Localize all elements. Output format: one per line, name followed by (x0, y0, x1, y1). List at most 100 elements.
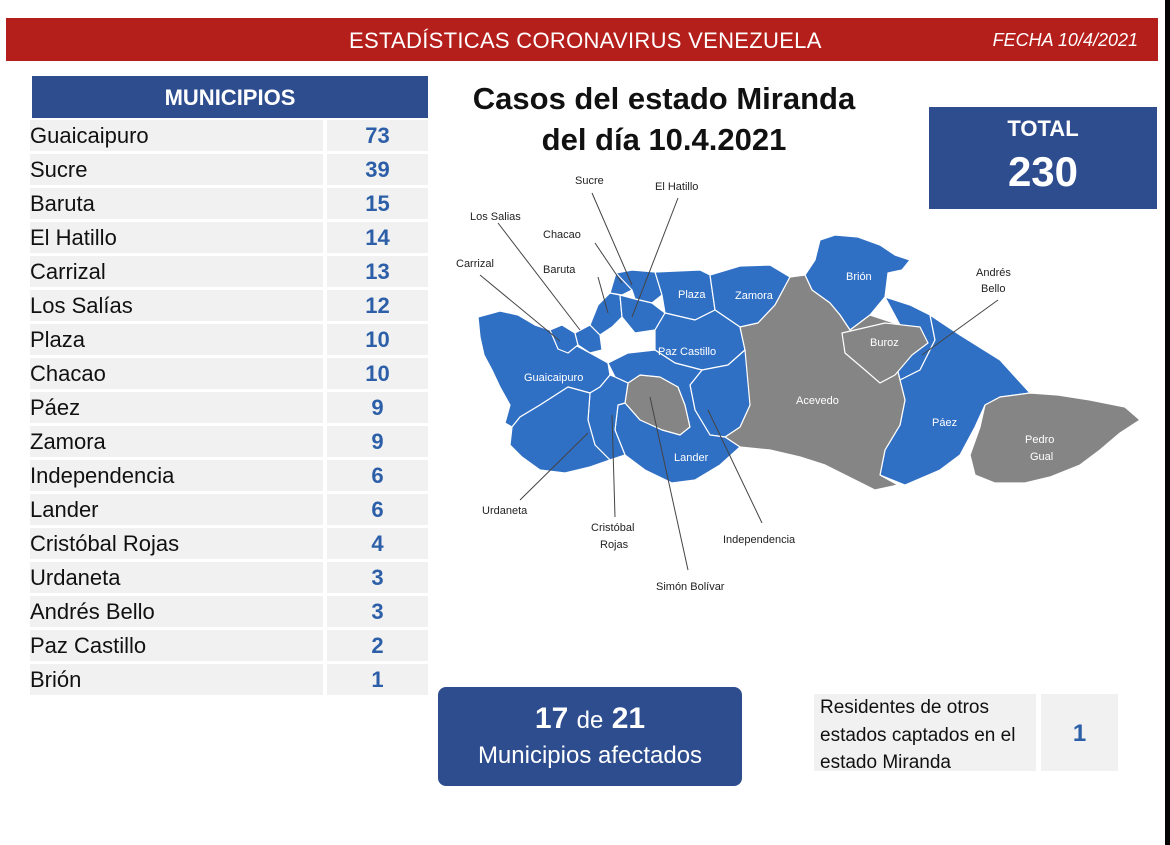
map-label-paez: Páez (932, 417, 957, 429)
municipio-name: Independencia (30, 460, 323, 491)
leader-urdaneta (519, 432, 589, 501)
affected-connector: de (576, 707, 604, 734)
municipio-name: El Hatillo (30, 222, 323, 253)
map-label-andres-bello-1: Andrés (976, 267, 1011, 279)
table-row: Zamora 9 (30, 426, 428, 457)
municipio-name: Cristóbal Rojas (30, 528, 323, 559)
table-row: El Hatillo 14 (30, 222, 428, 253)
residents-value: 1 (1041, 694, 1118, 771)
map-label-pedro-gual-1: Pedro (1025, 434, 1054, 446)
affected-count-line: 17 de 21 (438, 702, 742, 736)
region-paez (879, 314, 1031, 486)
leader-el-hatillo (631, 197, 679, 318)
residents-label: Residentes de otros estados captados en … (814, 694, 1036, 773)
table-row: Carrizal 13 (30, 256, 428, 287)
table-row: Guaicaipuro 73 (30, 120, 428, 151)
header-date: FECHA 10/4/2021 (992, 30, 1138, 50)
header-banner: ESTADÍSTICAS CORONAVIRUS VENEZUELA FECHA… (6, 18, 1158, 61)
affected-label: Municipios afectados (477, 742, 703, 769)
right-edge (1165, 0, 1170, 845)
header-title: ESTADÍSTICAS CORONAVIRUS VENEZUELA (349, 28, 822, 53)
affected-municipalities-panel: 17 de 21 Municipios afectados (438, 687, 742, 786)
total-value: 230 (1007, 148, 1079, 195)
leader-carrizal (479, 274, 561, 342)
leader-chacao (594, 242, 623, 284)
map-label-chacao: Chacao (543, 229, 581, 241)
municipio-name: Sucre (30, 154, 323, 185)
miranda-map: Plaza Zamora Brión Buroz Paz Castillo Gu… (456, 175, 1141, 593)
map-label-cristobal-rojas-1: Cristóbal (591, 522, 634, 534)
table-row: Cristóbal Rojas 4 (30, 528, 428, 559)
municipio-name: Lander (30, 494, 323, 525)
table-row: Brión 1 (30, 664, 428, 695)
municipio-name: Paz Castillo (30, 630, 323, 661)
municipio-cases: 39 (327, 154, 428, 185)
map-label-cristobal-rojas-2: Rojas (600, 539, 629, 551)
municipio-cases: 9 (327, 426, 428, 457)
table-row: Los Salías 12 (30, 290, 428, 321)
table-row: Paz Castillo 2 (30, 630, 428, 661)
map-title-line1: Casos del estado Miranda (472, 81, 856, 116)
map-label-paz-castillo: Paz Castillo (658, 346, 716, 358)
municipio-name: Chacao (30, 358, 323, 389)
map-label-brion: Brión (846, 271, 872, 283)
municipio-cases: 2 (327, 630, 428, 661)
map-label-urdaneta: Urdaneta (482, 505, 528, 517)
municipio-cases: 3 (327, 562, 428, 593)
leader-andres-bello (921, 299, 999, 356)
map-label-independencia: Independencia (723, 534, 796, 546)
municipio-name: Los Salías (30, 290, 323, 321)
leader-los-salias (497, 222, 581, 331)
map-title: Casos del estado Miranda del día 10.4.20… (448, 78, 880, 160)
map-label-simon-bolivar: Simón Bolívar (656, 581, 725, 593)
affected-count: 17 (534, 702, 569, 735)
leader-cristobal-rojas (611, 414, 616, 518)
map-title-line2: del día 10.4.2021 (541, 122, 787, 157)
leader-independencia (707, 409, 763, 524)
map-label-andres-bello-2: Bello (981, 283, 1005, 295)
municipio-cases: 9 (327, 392, 428, 423)
region-buroz (841, 322, 929, 384)
municipio-name: Plaza (30, 324, 323, 355)
municipio-name: Baruta (30, 188, 323, 219)
municipio-cases: 4 (327, 528, 428, 559)
leader-simon-bolivar (649, 396, 689, 571)
map-label-carrizal: Carrizal (456, 258, 494, 270)
total-label: TOTAL (1007, 116, 1079, 141)
map-label-zamora: Zamora (735, 290, 774, 302)
municipio-cases: 6 (327, 460, 428, 491)
municipio-cases: 73 (327, 120, 428, 151)
leader-baruta (597, 276, 609, 314)
affected-total: 21 (611, 702, 646, 735)
municipio-name: Urdaneta (30, 562, 323, 593)
map-label-el-hatillo: El Hatillo (655, 181, 698, 193)
region-baruta (589, 292, 623, 336)
map-label-guaicaipuro: Guaicaipuro (524, 372, 583, 384)
municipio-cases: 10 (327, 358, 428, 389)
region-sucre (615, 269, 663, 304)
municipio-name: Brión (30, 664, 323, 695)
municipio-cases: 12 (327, 290, 428, 321)
table-row: Plaza 10 (30, 324, 428, 355)
leader-sucre (591, 192, 633, 286)
table-row: Páez 9 (30, 392, 428, 423)
table-row: Independencia 6 (30, 460, 428, 491)
table-row: Sucre 39 (30, 154, 428, 185)
municipio-cases: 15 (327, 188, 428, 219)
map-label-los-salias: Los Salias (470, 211, 521, 223)
municipios-table: Guaicaipuro 73 Sucre 39 Baruta 15 El Hatill… (30, 120, 428, 698)
table-row: Baruta 15 (30, 188, 428, 219)
map-label-sucre: Sucre (575, 175, 604, 187)
table-row: Urdaneta 3 (30, 562, 428, 593)
map-label-buroz: Buroz (870, 337, 899, 349)
map-label-acevedo: Acevedo (796, 395, 839, 407)
table-row: Chacao 10 (30, 358, 428, 389)
municipio-cases: 10 (327, 324, 428, 355)
region-urdaneta (509, 386, 611, 474)
map-label-baruta: Baruta (543, 264, 576, 276)
municipio-cases: 3 (327, 596, 428, 627)
total-panel: TOTAL 230 (929, 107, 1157, 209)
municipio-name: Guaicaipuro (30, 120, 323, 151)
municipio-name: Páez (30, 392, 323, 423)
municipio-name: Carrizal (30, 256, 323, 287)
